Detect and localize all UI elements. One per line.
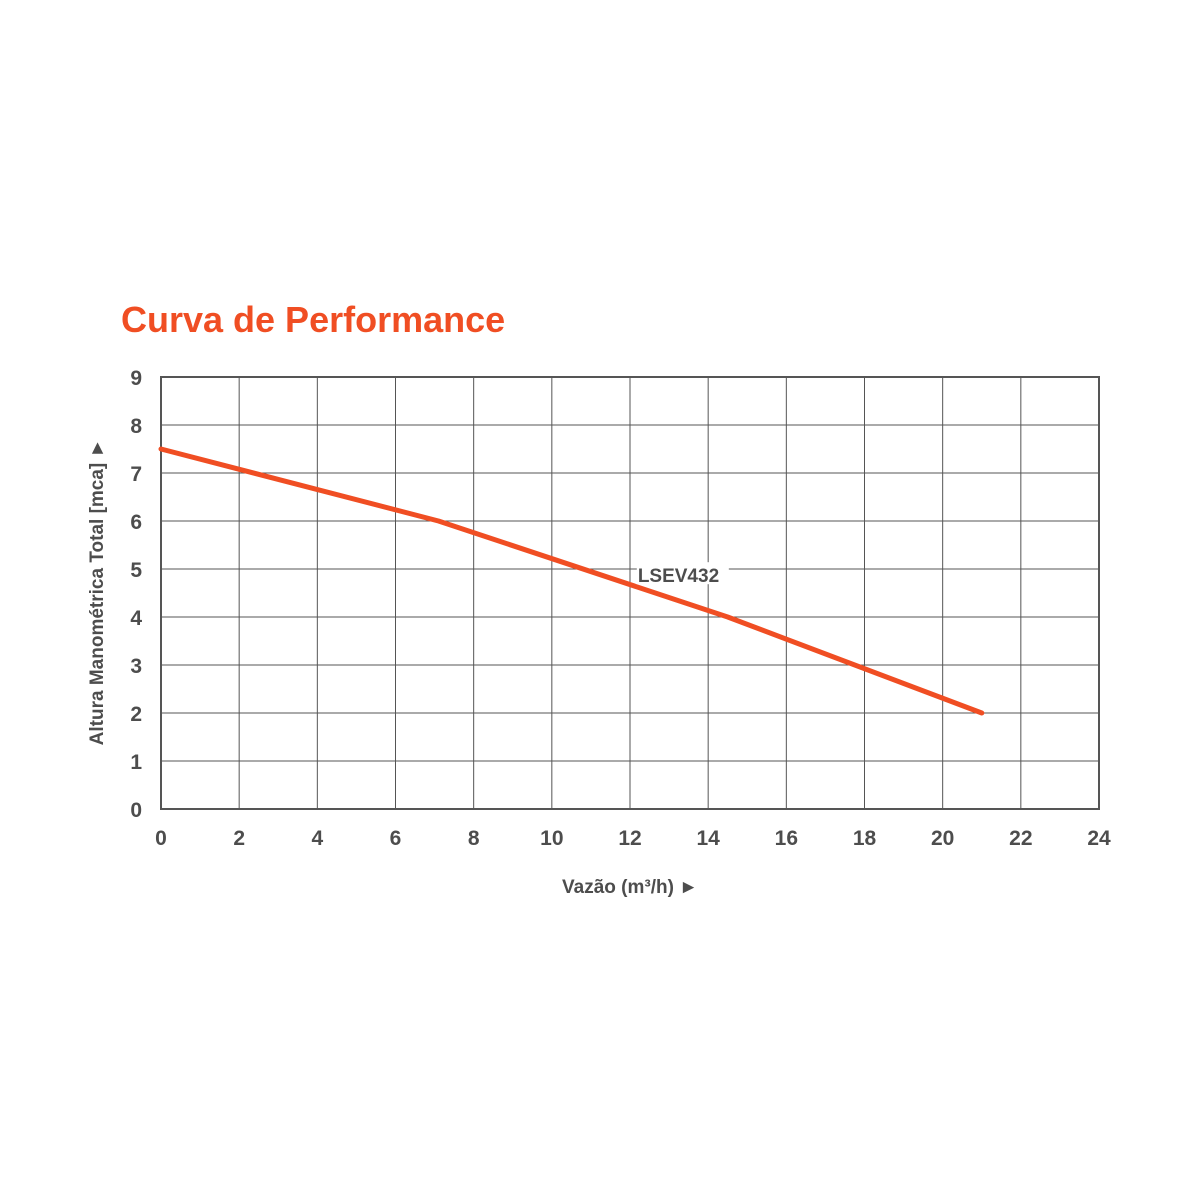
y-tick-label: 6 [130, 511, 142, 534]
y-tick-label: 8 [130, 415, 142, 438]
x-tick-label: 24 [1087, 827, 1111, 850]
x-tick-label: 22 [1009, 827, 1032, 850]
series-label: LSEV432 [638, 566, 719, 587]
x-tick-label: 4 [311, 827, 323, 850]
y-tick-label: 2 [130, 703, 142, 726]
series-line-LSEV432 [158, 446, 985, 716]
plot-frame [160, 376, 1100, 810]
series-label-background [636, 562, 729, 585]
x-tick-label: 14 [696, 827, 720, 850]
x-tick-label: 16 [775, 827, 798, 850]
x-tick-label: 8 [468, 827, 480, 850]
y-tick-label: 3 [130, 655, 142, 678]
x-tick-label: 10 [540, 827, 563, 850]
x-tick-label: 20 [931, 827, 954, 850]
x-tick-label: 0 [155, 827, 167, 850]
y-tick-label: 1 [130, 751, 142, 774]
x-tick-label: 18 [853, 827, 877, 850]
x-axis-title: Vazão (m³/h) ► [562, 877, 698, 898]
y-tick-label: 4 [130, 607, 142, 630]
x-tick-label: 2 [233, 827, 245, 850]
y-tick-label: 7 [130, 463, 142, 486]
y-axis-title: Altura Manométrica Total [mca] ► [87, 439, 108, 746]
chart-title: Curva de Performance [121, 299, 506, 340]
y-tick-label: 5 [130, 559, 142, 582]
x-tick-label: 12 [618, 827, 641, 850]
y-tick-label: 9 [130, 367, 142, 390]
x-tick-label: 6 [390, 827, 402, 850]
y-tick-label: 0 [130, 799, 142, 822]
